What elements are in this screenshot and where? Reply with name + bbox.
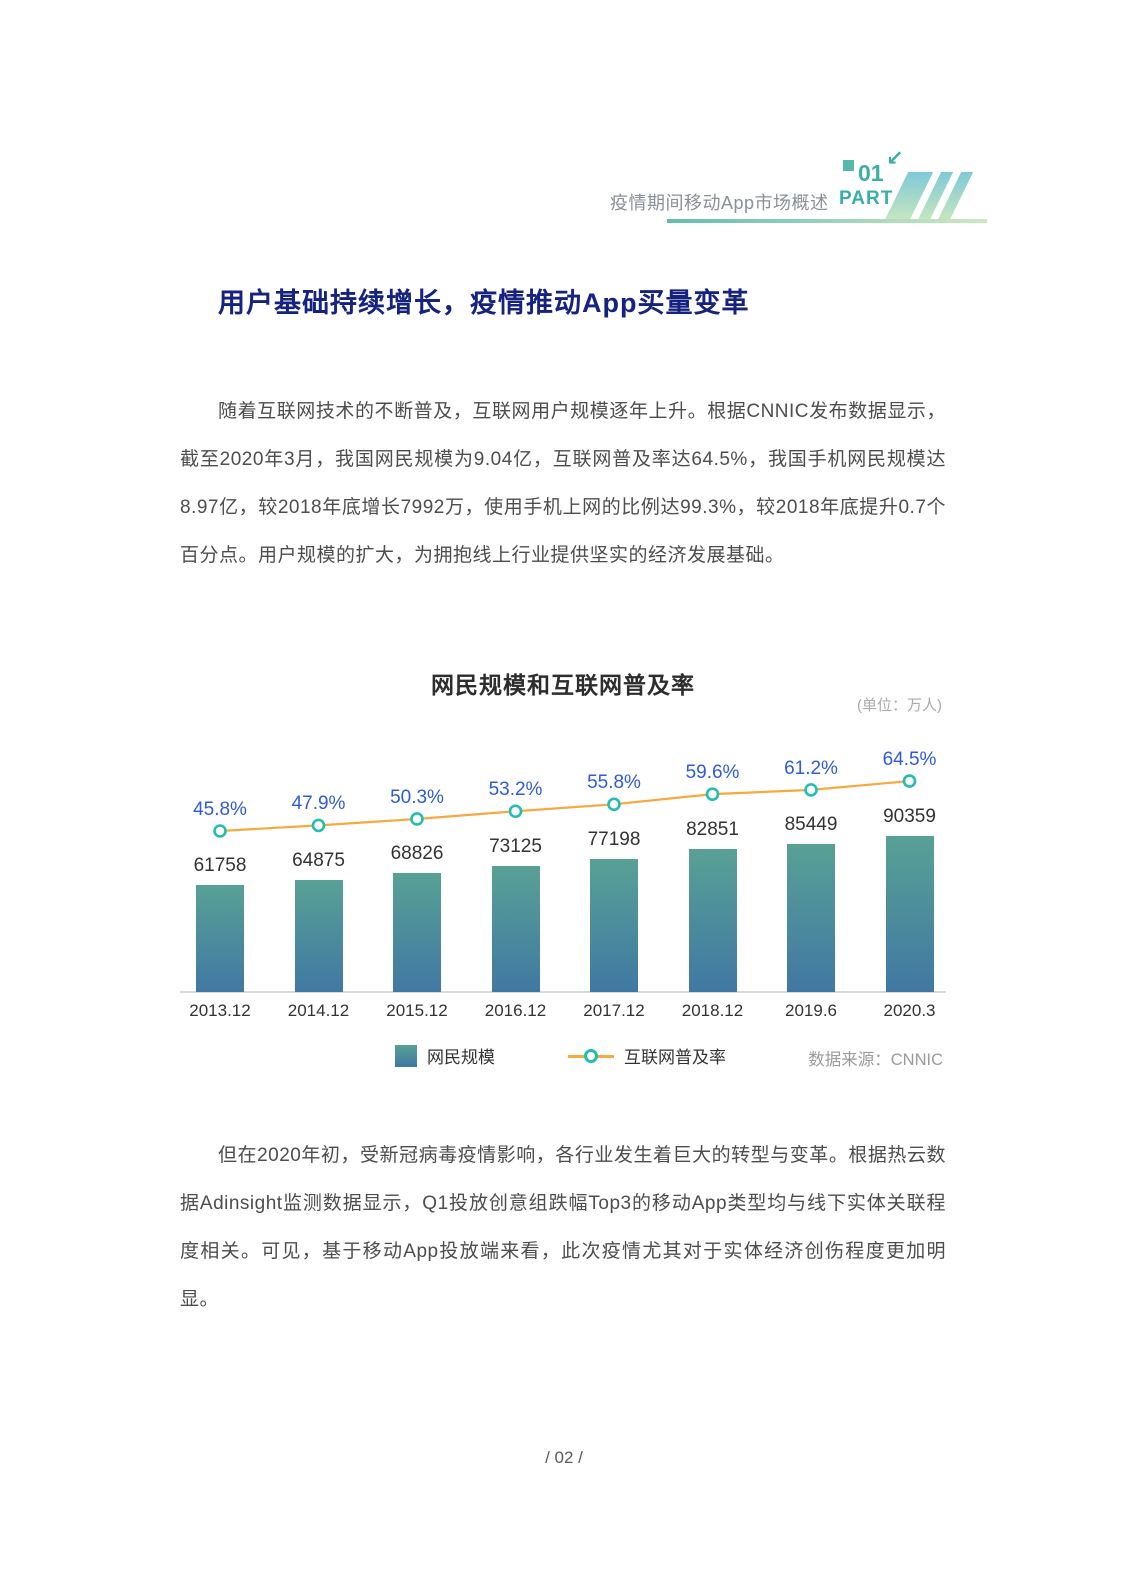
header-part-number: 01	[858, 160, 884, 186]
line-marker-icon	[410, 812, 424, 826]
header-gradient-rule	[667, 219, 987, 223]
bar-value-label: 90359	[883, 806, 936, 827]
header-section-label: 疫情期间移动App市场概述	[610, 193, 829, 213]
line-marker-icon	[213, 824, 227, 838]
arrow-down-left-icon: ↙	[886, 147, 904, 170]
bar-2015.12	[393, 873, 441, 992]
bar-value-label: 85449	[784, 814, 838, 835]
bar-value-label: 73125	[489, 836, 542, 857]
chart-title: 网民规模和互联网普及率	[431, 672, 695, 698]
percent-label: 64.5%	[882, 749, 937, 771]
line-marker-icon	[705, 787, 720, 801]
percent-label: 50.3%	[390, 787, 444, 808]
paragraph-intro: 随着互联网技术的不断普及，互联网用户规模逐年上升。根据CNNIC发布数据显示，截…	[180, 401, 946, 566]
diagonal-stripes-decoration	[883, 172, 974, 222]
bar-2013.12	[196, 885, 244, 992]
percent-label: 55.8%	[587, 772, 641, 794]
penetration-line-chart	[213, 774, 917, 838]
percent-label: 61.2%	[784, 757, 838, 779]
bar-value-label: 68826	[390, 843, 444, 864]
chart-legend: 网民规模 互联网普及率 数据来源：CNNIC	[180, 1042, 946, 1072]
netizen-scale-chart: 61758 45.8% 2013.12 64875 47.9% 2014.12 68826 5…	[180, 729, 946, 1029]
bar-2016.12	[491, 866, 540, 992]
bar-value-label: 82851	[686, 819, 739, 840]
bar-2018.12	[688, 849, 737, 992]
header-part-label: PART	[839, 188, 894, 209]
chart-unit-label: (单位：万人)	[857, 697, 942, 714]
percent-label: 45.8%	[193, 799, 247, 820]
penetration-line	[219, 779, 910, 833]
x-axis-line	[180, 991, 946, 993]
page-number: / 02 /	[545, 1448, 583, 1467]
line-marker-icon	[508, 804, 523, 819]
x-axis-tick: 2016.12	[484, 1001, 547, 1020]
bar-2014.12	[294, 880, 343, 992]
line-marker-icon	[804, 783, 818, 797]
bar-value-label: 61758	[193, 855, 247, 876]
bar-2020.3	[885, 836, 934, 992]
x-axis-tick: 2014.12	[287, 1001, 350, 1020]
legend-label: 互联网普及率	[624, 1048, 726, 1067]
square-accent-icon	[843, 160, 854, 171]
percent-label: 59.6%	[685, 762, 740, 784]
paragraph-impact: 但在2020年初，受新冠病毒疫情影响，各行业发生着巨大的转型与变革。根据热云数据…	[180, 1145, 946, 1310]
x-axis-tick: 2017.12	[583, 1001, 645, 1020]
x-axis-tick: 2015.12	[386, 1001, 448, 1020]
data-source-label: 数据来源：CNNIC	[808, 1051, 943, 1069]
line-marker-icon	[902, 774, 917, 788]
chart-header: 网民规模和互联网普及率 (单位：万人)	[180, 666, 946, 714]
x-axis-tick: 2019.6	[785, 1001, 837, 1020]
bar-value-label: 77198	[587, 829, 641, 850]
legend-label: 网民规模	[427, 1048, 495, 1067]
bar-legend-swatch-icon	[395, 1044, 417, 1067]
bar-2017.12	[590, 859, 638, 992]
legend-item-penetration-rate: 互联网普及率	[568, 1043, 726, 1068]
x-axis-tick: 2013.12	[189, 1001, 251, 1020]
percent-label: 53.2%	[488, 779, 543, 801]
bar-value-label: 64875	[292, 850, 345, 871]
percent-label: 47.9%	[291, 793, 346, 815]
line-legend-marker-icon	[568, 1048, 614, 1063]
legend-item-netizen-scale: 网民规模	[395, 1043, 495, 1068]
line-marker-icon	[311, 818, 326, 833]
x-axis-tick: 2018.12	[681, 1001, 744, 1020]
bar-2019.6	[787, 844, 835, 992]
x-axis-tick: 2020.3	[883, 1001, 936, 1020]
line-marker-icon	[607, 797, 621, 812]
page-title: 用户基础持续增长，疫情推动App买量变革	[218, 288, 750, 318]
